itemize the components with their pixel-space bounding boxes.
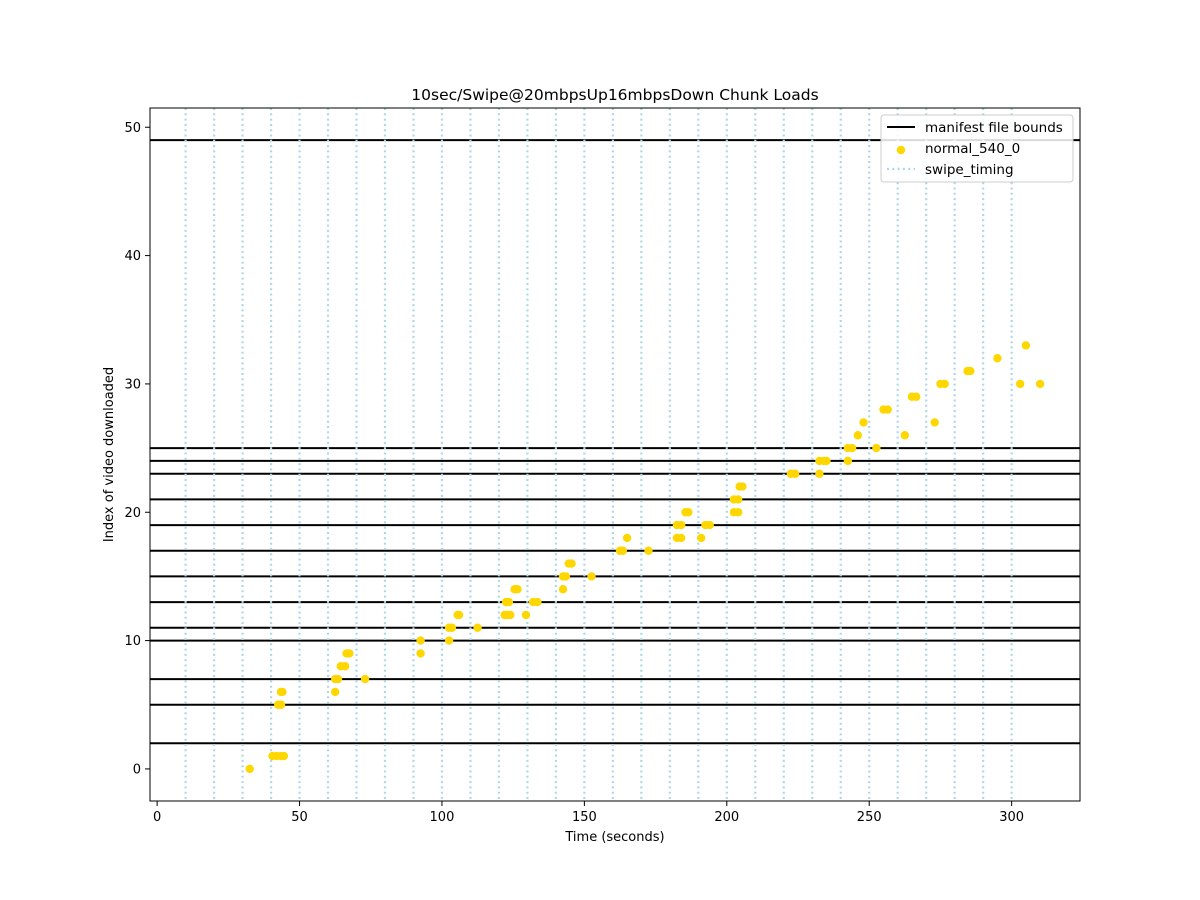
data-point (822, 456, 831, 466)
data-point (333, 674, 343, 684)
y-axis-title: Index of video downloaded (102, 367, 117, 542)
data-point (416, 636, 425, 645)
data-point (473, 623, 482, 632)
data-point (558, 585, 568, 594)
x-axis-title: Time (seconds) (564, 830, 664, 845)
data-point (966, 366, 975, 376)
data-point (1035, 379, 1045, 389)
data-point (738, 482, 747, 491)
x-tick-label: 150 (572, 810, 597, 825)
plot-frame (149, 107, 1081, 802)
legend-label: manifest file bounds (925, 120, 1063, 136)
data-point (245, 764, 254, 774)
legend-label: normal_540_0 (925, 141, 1020, 157)
data-point (567, 559, 576, 568)
data-point (733, 508, 743, 517)
x-tick-label: 200 (714, 810, 739, 825)
data-point (447, 623, 457, 632)
data-point (279, 751, 289, 761)
data-point (506, 610, 515, 620)
y-tick-label: 40 (124, 249, 141, 264)
legend: manifest file bounds normal_540_0 swipe_ti… (880, 114, 1074, 183)
data-point (684, 508, 693, 517)
data-point (278, 687, 287, 697)
data-point (843, 456, 853, 466)
data-point (521, 610, 531, 620)
data-point (677, 533, 686, 543)
legend-box (880, 114, 1074, 183)
data-point (815, 469, 824, 478)
y-tick-label: 0 (133, 762, 141, 777)
legend-swatch-marker (896, 145, 906, 155)
data-point (1021, 341, 1031, 350)
y-tick-label: 20 (124, 506, 141, 521)
data-point (454, 610, 464, 620)
data-point (444, 636, 454, 645)
data-point (622, 533, 632, 543)
x-tick-label: 100 (430, 810, 455, 825)
data-point (853, 431, 863, 440)
data-point (360, 674, 370, 684)
x-tick-label: 300 (999, 810, 1024, 825)
x-tick-label: 50 (291, 810, 308, 825)
data-point (696, 533, 706, 543)
data-point (561, 572, 571, 581)
data-point (618, 546, 628, 555)
data-point (416, 649, 425, 658)
chart-title: 10sec/Swipe@20mbpsUp16mbpsDown Chunk Loa… (411, 86, 818, 104)
data-point (587, 572, 596, 581)
data-point (912, 392, 921, 401)
axes: 0 50 100 150 200 250 300 0 10 20 30 40 50 (124, 121, 1024, 825)
data-point (930, 418, 939, 427)
data-point (859, 418, 868, 427)
data-point (705, 520, 714, 530)
data-point (345, 649, 354, 658)
data-point (677, 520, 686, 530)
x-tick-label: 0 (153, 810, 161, 825)
x-tick-label: 250 (857, 810, 882, 825)
y-tick-label: 30 (124, 377, 141, 392)
data-point (504, 597, 514, 607)
data-point (533, 597, 542, 607)
data-point (993, 354, 1002, 363)
data-point (872, 443, 881, 453)
data-point (790, 469, 800, 478)
data-point (644, 546, 653, 555)
plot-area (150, 108, 1080, 801)
data-point (733, 495, 743, 504)
legend-label: swipe_timing (925, 162, 1014, 178)
data-point (276, 700, 286, 709)
data-point (847, 443, 857, 453)
y-tick-label: 10 (124, 634, 141, 649)
data-point (940, 379, 949, 389)
data-point (330, 687, 340, 697)
data-point (513, 585, 522, 594)
data-point (340, 662, 350, 671)
data-point (1015, 379, 1025, 389)
data-point (883, 405, 892, 414)
data-point (900, 431, 910, 440)
y-tick-label: 50 (124, 121, 141, 136)
